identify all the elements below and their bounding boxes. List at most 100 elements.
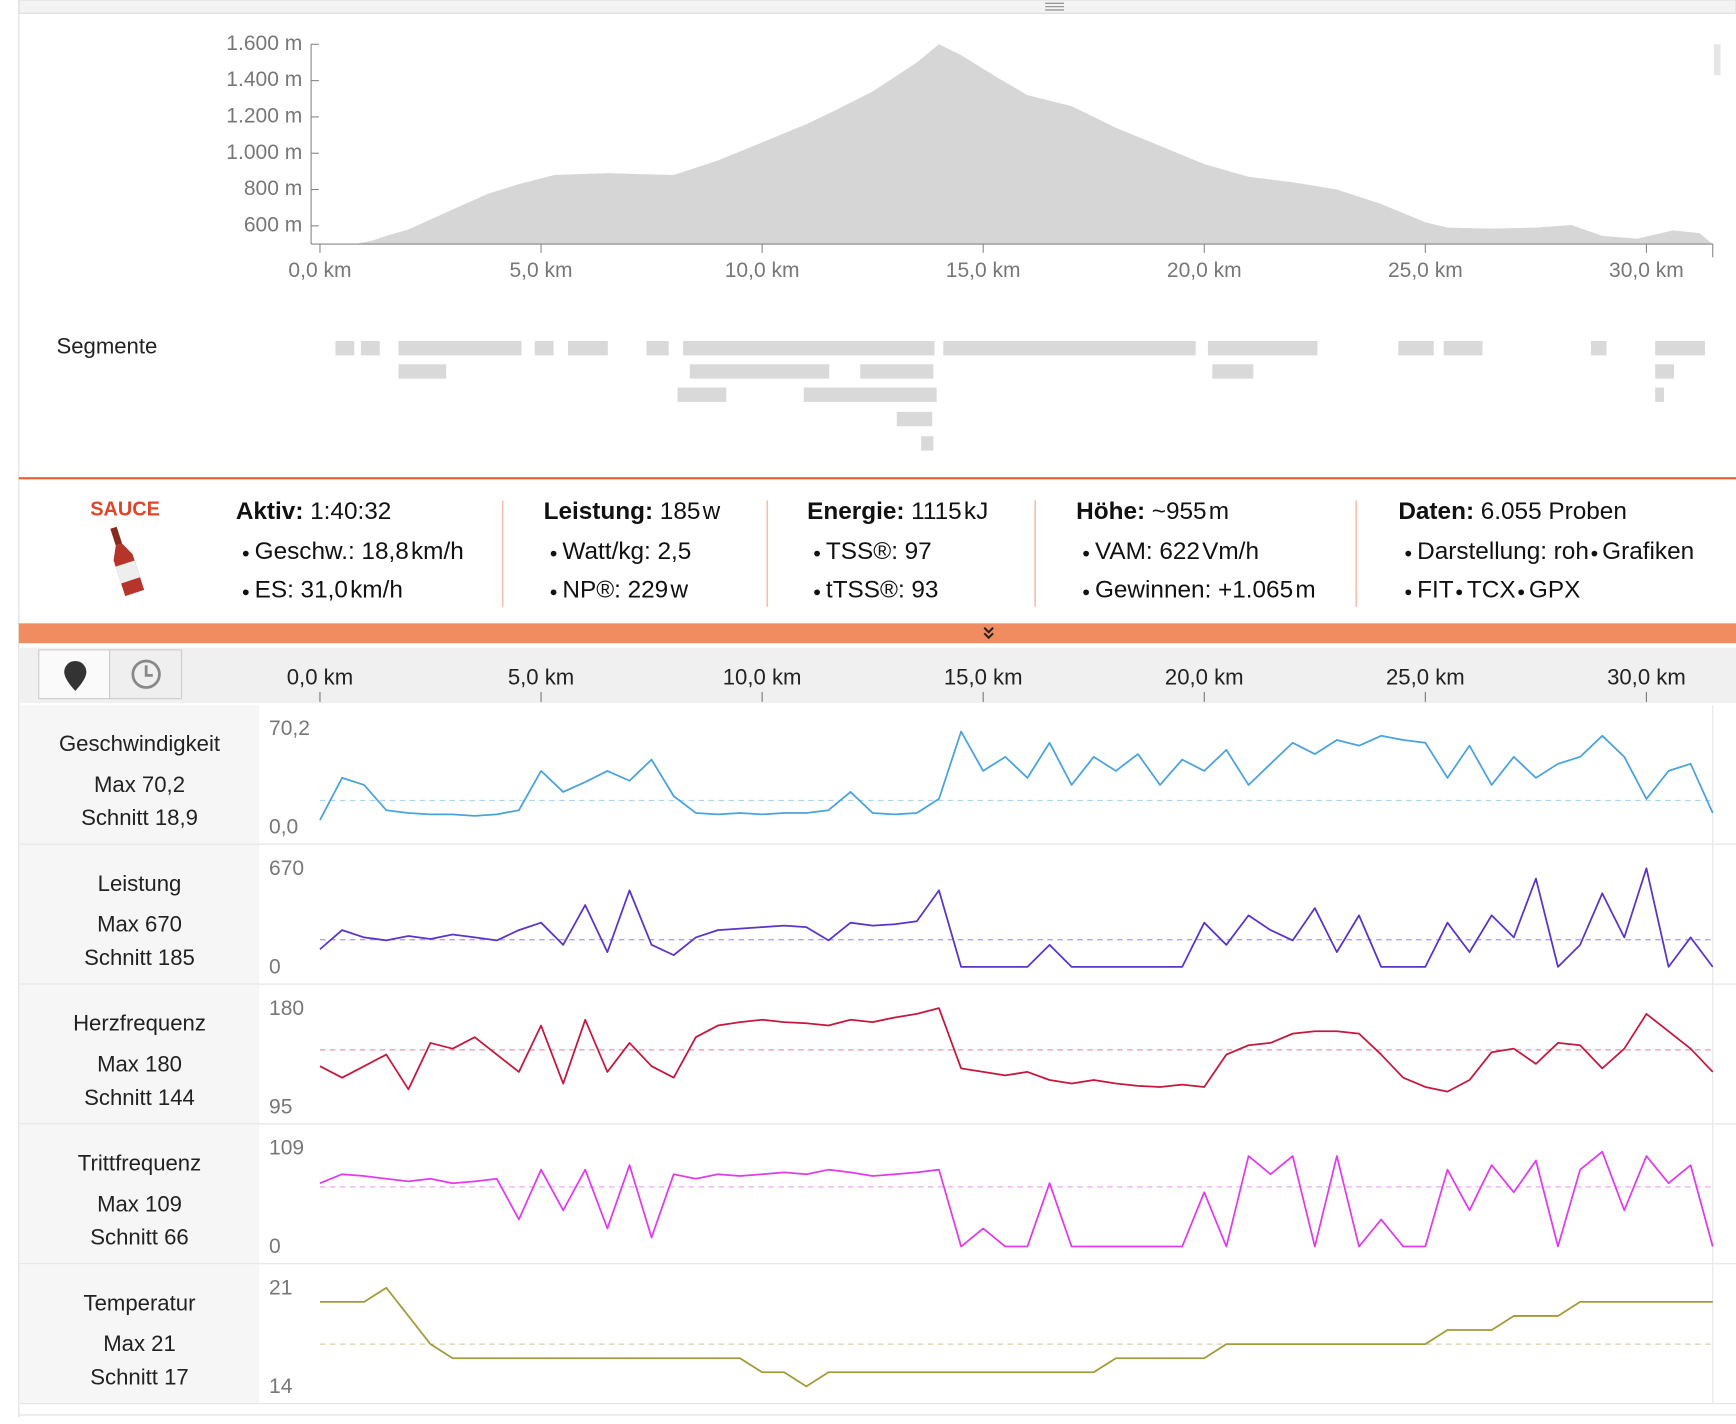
stream-line: [319, 1150, 1714, 1248]
segments: [335, 340, 1705, 451]
panel-label-bg: [19, 705, 260, 844]
x-tick-label: 20,0 km: [1167, 259, 1242, 282]
stat-unit: kJ: [964, 498, 988, 525]
segment[interactable]: [1655, 364, 1674, 379]
panel-max: Max 70,2: [94, 772, 185, 797]
bullet: [1083, 589, 1089, 596]
x-tick-label: 10,0 km: [723, 665, 802, 690]
download-link[interactable]: roh: [1554, 538, 1589, 565]
y-tick-label: 670: [269, 857, 304, 880]
stat-unit: w: [702, 498, 721, 525]
y-tick-label: 14: [269, 1375, 293, 1398]
panel-max: Max 109: [97, 1191, 182, 1216]
panel-max: Max 180: [97, 1052, 182, 1077]
x-tick-label: 5,0 km: [508, 665, 574, 690]
panel-title: Trittfrequenz: [78, 1150, 201, 1175]
y-tick-label: 180: [269, 997, 304, 1020]
x-tick-label: 30,0 km: [1609, 259, 1684, 282]
segment[interactable]: [567, 340, 608, 356]
segment[interactable]: [1207, 340, 1318, 356]
stat-label: Energie:: [807, 498, 904, 525]
x-tick-label: 25,0 km: [1386, 665, 1465, 690]
download-link[interactable]: FIT: [1417, 577, 1454, 604]
bullet: [550, 550, 557, 557]
segments-label: Segmente: [56, 333, 157, 358]
segment[interactable]: [1443, 340, 1483, 356]
stat-item-label: NP®:: [562, 577, 621, 604]
stat-item-value: 18,8: [361, 538, 408, 565]
stat-item-label: Geschw.:: [255, 538, 355, 565]
panel-title: Leistung: [98, 871, 182, 896]
y-tick-label: 1.000 m: [226, 141, 302, 164]
panel-title: Temperatur: [84, 1290, 196, 1315]
segment[interactable]: [943, 340, 1196, 356]
stream-line: [319, 1286, 1713, 1388]
y-tick-label: 800 m: [244, 177, 302, 200]
stat-label: Aktiv:: [236, 498, 304, 525]
segment[interactable]: [360, 340, 380, 356]
segment[interactable]: [1655, 340, 1705, 356]
download-link[interactable]: TCX: [1467, 577, 1516, 604]
segment[interactable]: [398, 364, 447, 379]
segment[interactable]: [1590, 340, 1607, 356]
download-link[interactable]: Grafiken: [1602, 538, 1694, 565]
expand-bar[interactable]: [18, 623, 1736, 644]
y-tick-label: 70,2: [269, 717, 310, 740]
stat-item-unit: w: [669, 577, 688, 604]
stream-line: [319, 867, 1714, 968]
bullet: [550, 589, 557, 596]
stat-value: 6.055 Proben: [1481, 498, 1627, 525]
stat-item-label: TSS®:: [826, 538, 898, 565]
expand-icon[interactable]: [983, 627, 994, 640]
segment[interactable]: [398, 340, 522, 356]
segment[interactable]: [921, 436, 934, 451]
scroll-indicator: [1713, 44, 1721, 76]
bullet: [1083, 550, 1089, 557]
segment[interactable]: [1398, 340, 1434, 356]
stat-value: 1:40:32: [310, 498, 391, 525]
stream-line: [319, 1007, 1714, 1093]
segment[interactable]: [534, 340, 554, 356]
stat-value: 185: [660, 498, 701, 525]
segment[interactable]: [860, 364, 934, 379]
panel-title: Herzfrequenz: [73, 1011, 206, 1036]
stat-unit: m: [1209, 498, 1229, 525]
x-tick-label: 15,0 km: [946, 259, 1021, 282]
y-tick-label: 0: [269, 1235, 281, 1258]
drag-bar[interactable]: [18, 0, 1736, 14]
elevation-area: [319, 44, 1713, 245]
y-tick-label: 0: [269, 956, 281, 979]
x-tick-label: 30,0 km: [1607, 665, 1686, 690]
bullet: [1405, 550, 1412, 557]
stat-label: Höhe:: [1076, 498, 1145, 525]
segment[interactable]: [1212, 364, 1254, 379]
bullet: [242, 589, 249, 596]
stat-value: ~955: [1152, 498, 1207, 525]
bullet: [1518, 589, 1525, 596]
bullet: [1405, 589, 1412, 596]
panel-mean: Schnitt 185: [84, 945, 195, 970]
stat-item-value: +1.065: [1218, 577, 1293, 604]
x-tick-label: 15,0 km: [944, 665, 1023, 690]
stat-item-value: 2,5: [657, 538, 691, 565]
panel-title: Geschwindigkeit: [59, 731, 220, 756]
pin-icon: [64, 660, 87, 691]
segment[interactable]: [803, 387, 937, 402]
segment[interactable]: [689, 364, 830, 379]
segment[interactable]: [677, 387, 727, 402]
stat-item-label: tTSS®:: [826, 577, 905, 604]
bullet: [242, 550, 249, 557]
segment[interactable]: [896, 411, 933, 427]
y-tick-label: 0,0: [269, 816, 298, 839]
segment[interactable]: [335, 340, 355, 356]
bullet: [1591, 550, 1598, 557]
panel-label-bg: [19, 1124, 260, 1264]
segment[interactable]: [683, 340, 935, 356]
y-tick-label: 1.400 m: [226, 68, 302, 91]
segment[interactable]: [1655, 387, 1665, 402]
distance-mode-button[interactable]: [38, 649, 111, 700]
panel-mean: Schnitt 18,9: [81, 805, 198, 830]
segment[interactable]: [646, 340, 669, 356]
download-link[interactable]: GPX: [1529, 577, 1580, 604]
stat-item-label: Gewinnen:: [1095, 577, 1211, 604]
